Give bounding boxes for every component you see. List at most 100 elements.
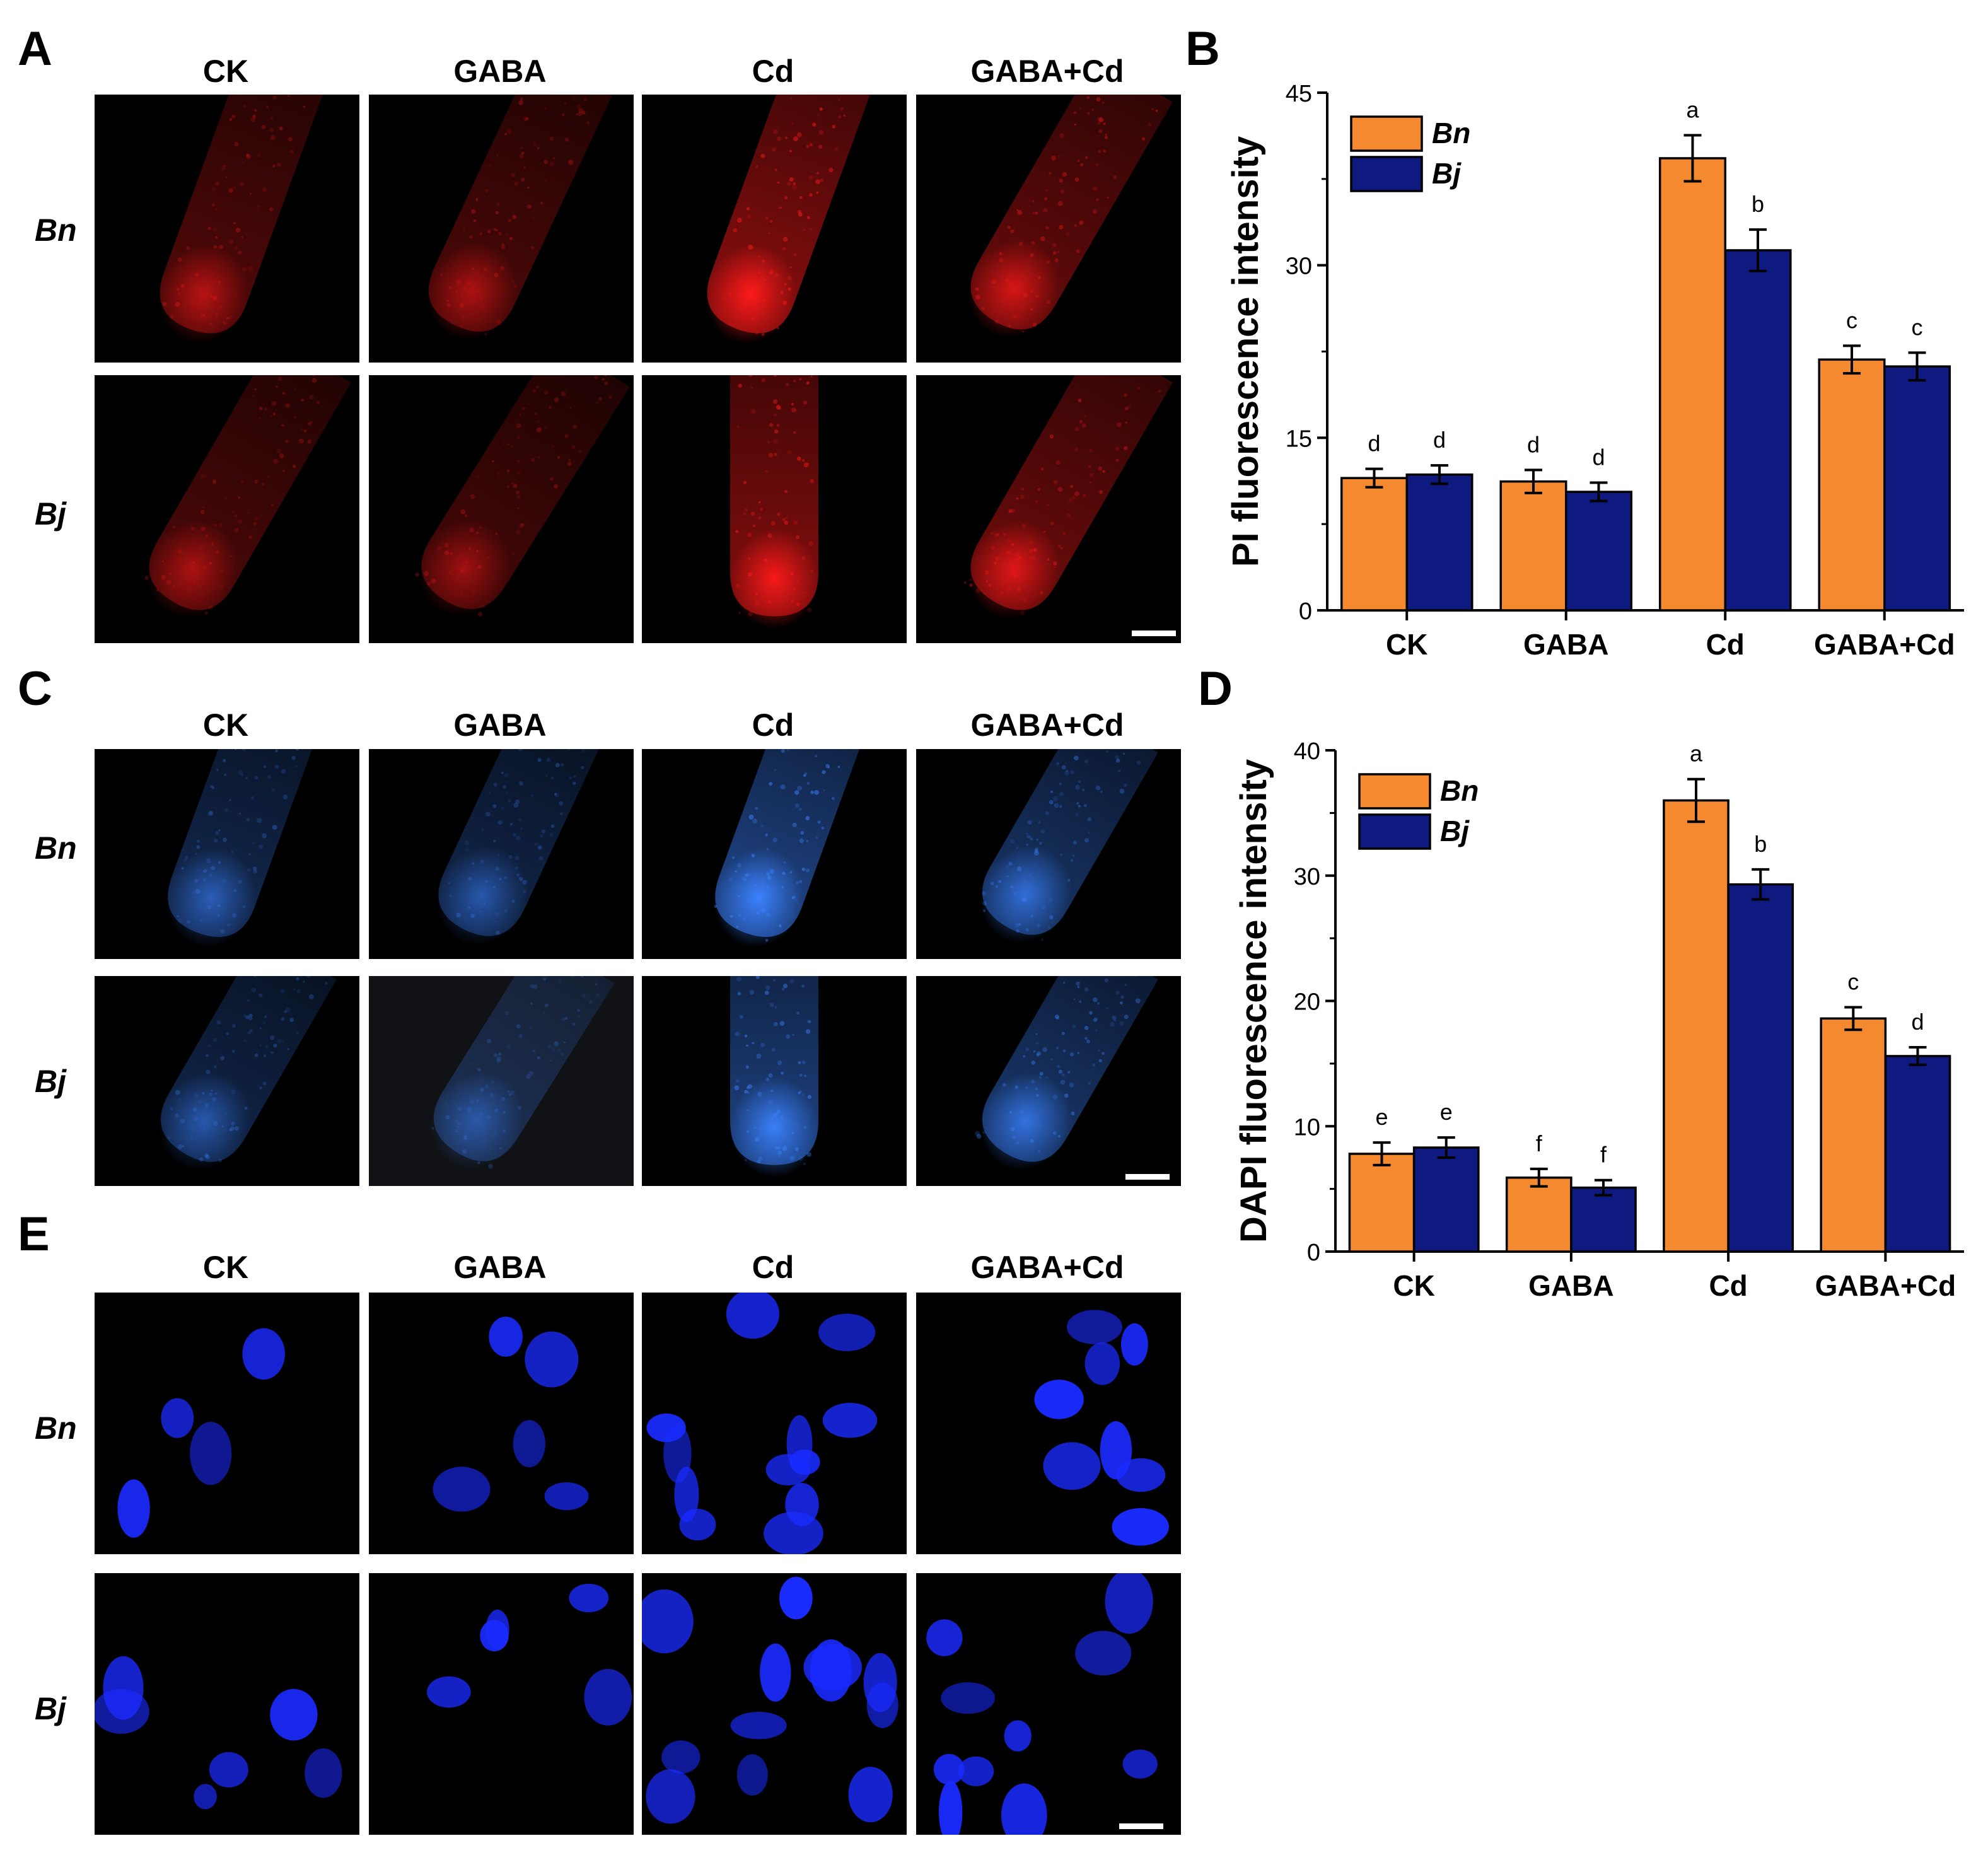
panel-letter-d: D xyxy=(1198,662,1233,716)
legend-swatch-bn xyxy=(1350,115,1423,152)
y-tick-label: 30 xyxy=(1294,864,1320,890)
e-micrograph-bj-gaba-cd xyxy=(916,1573,1181,1835)
e-micrograph-bj-gaba xyxy=(369,1573,634,1835)
a-micrograph-bj-gaba xyxy=(369,375,634,643)
e-micrograph-bn-gaba-cd xyxy=(916,1293,1181,1554)
x-tick-label: GABA+Cd xyxy=(1814,628,1955,661)
col-label-gaba-cd: GABA+Cd xyxy=(970,54,1124,89)
bar-bj-gaba-cd xyxy=(1884,1055,1951,1253)
bar-bj-gaba xyxy=(1565,491,1633,612)
micrograph-image xyxy=(642,1293,907,1554)
c-micrograph-bj-gaba-cd xyxy=(916,976,1181,1186)
significance-letter: d xyxy=(1592,444,1605,470)
x-tick-label: Cd xyxy=(1709,1269,1747,1302)
bar-bn-ck xyxy=(1348,1153,1415,1253)
y-axis-label: PI fluorescence intensity xyxy=(1225,136,1266,567)
legend-swatch-bj xyxy=(1350,156,1423,192)
c-micrograph-bn-ck xyxy=(95,749,359,959)
significance-letter: e xyxy=(1376,1104,1388,1130)
micrograph-image xyxy=(642,1573,907,1835)
bar-bn-gaba-cd xyxy=(1820,1017,1887,1253)
e-micrograph-bn-ck xyxy=(95,1293,359,1554)
micrograph-image xyxy=(916,1573,1181,1835)
x-tick-label: GABA xyxy=(1523,628,1608,661)
y-tick-label: 20 xyxy=(1294,989,1320,1016)
c-micrograph-bn-cd xyxy=(642,749,907,959)
bar-bn-cd xyxy=(1658,157,1727,612)
bar-bn-gaba xyxy=(1505,1176,1572,1253)
c-micrograph-bn-gaba xyxy=(369,749,634,959)
legend-swatch-bj xyxy=(1358,813,1431,850)
col-label-ck: CK xyxy=(202,1250,249,1285)
c-micrograph-bj-ck xyxy=(95,976,359,1186)
significance-letter: a xyxy=(1686,97,1699,123)
micrograph-image xyxy=(916,375,1181,643)
bar-bn-gaba xyxy=(1499,480,1567,612)
a-micrograph-bj-cd xyxy=(642,375,907,643)
x-tick-label: CK xyxy=(1386,628,1427,661)
micrograph-image xyxy=(369,976,634,1186)
e-micrograph-bj-ck xyxy=(95,1573,359,1835)
a-micrograph-bj-ck xyxy=(95,375,359,643)
col-label-ck: CK xyxy=(202,707,249,743)
y-tick-label: 30 xyxy=(1286,253,1312,280)
c-micrograph-bj-gaba xyxy=(369,976,634,1186)
panel-letter-e: E xyxy=(18,1207,50,1261)
micrograph-image xyxy=(642,95,907,363)
y-tick-label: 10 xyxy=(1294,1114,1320,1141)
micrograph-image xyxy=(95,976,359,1186)
bar-bj-cd xyxy=(1727,883,1794,1253)
bar-bj-gaba xyxy=(1570,1186,1637,1253)
c-micrograph-bj-cd xyxy=(642,976,907,1186)
col-label-cd: Cd xyxy=(752,1250,794,1285)
y-tick-label: 15 xyxy=(1286,426,1312,452)
scale-bar xyxy=(1119,1823,1163,1829)
panel-letter-b: B xyxy=(1185,22,1220,76)
micrograph-image xyxy=(916,976,1181,1186)
y-tick-label: 0 xyxy=(1307,1240,1320,1266)
significance-letter: f xyxy=(1600,1142,1607,1168)
micrograph-image xyxy=(916,749,1181,959)
c-micrograph-bn-gaba-cd xyxy=(916,749,1181,959)
panel-letter-c: C xyxy=(18,662,52,716)
micrograph-image xyxy=(916,1293,1181,1554)
scale-bar xyxy=(1125,1174,1170,1180)
legend-label-bj: Bj xyxy=(1432,157,1462,190)
significance-letter: c xyxy=(1847,968,1859,994)
row-label-bn: Bn xyxy=(35,830,77,866)
significance-letter: d xyxy=(1911,1009,1924,1035)
y-tick-label: 0 xyxy=(1299,598,1312,625)
significance-letter: a xyxy=(1690,741,1703,767)
legend-label-bj: Bj xyxy=(1440,815,1470,847)
bar-bj-cd xyxy=(1724,249,1792,612)
col-label-gaba: GABA xyxy=(453,54,547,89)
micrograph-image xyxy=(95,1573,359,1835)
micrograph-image xyxy=(369,749,634,959)
bar-bn-cd xyxy=(1663,799,1729,1253)
x-tick-label: GABA+Cd xyxy=(1815,1269,1956,1302)
row-label-bj: Bj xyxy=(35,1691,66,1726)
bar-bj-gaba-cd xyxy=(1883,365,1951,612)
panel-letter-a: A xyxy=(18,22,52,76)
row-label-bn: Bn xyxy=(35,1410,77,1446)
significance-letter: d xyxy=(1368,431,1380,456)
col-label-gaba-cd: GABA+Cd xyxy=(970,1250,1124,1285)
a-micrograph-bn-ck xyxy=(95,95,359,363)
micrograph-image xyxy=(642,375,907,643)
a-micrograph-bn-gaba-cd xyxy=(916,95,1181,363)
x-tick-label: GABA xyxy=(1528,1269,1613,1302)
a-micrograph-bj-gaba-cd xyxy=(916,375,1181,643)
chart-d-dapi-intensity: 0 10 20 30 40 DAPI fluorescence intensity CK e e… xyxy=(1233,738,1964,1302)
e-micrograph-bj-cd xyxy=(642,1573,907,1835)
col-label-gaba-cd: GABA+Cd xyxy=(970,707,1124,743)
micrograph-image xyxy=(95,1293,359,1554)
scale-bar xyxy=(1132,631,1176,636)
micrograph-image xyxy=(642,749,907,959)
micrograph-image xyxy=(369,95,634,363)
e-micrograph-bn-gaba xyxy=(369,1293,634,1554)
significance-letter: d xyxy=(1433,427,1446,453)
col-label-gaba: GABA xyxy=(453,1250,547,1285)
row-label-bn: Bn xyxy=(35,212,77,248)
bar-bj-ck xyxy=(1412,1146,1480,1253)
